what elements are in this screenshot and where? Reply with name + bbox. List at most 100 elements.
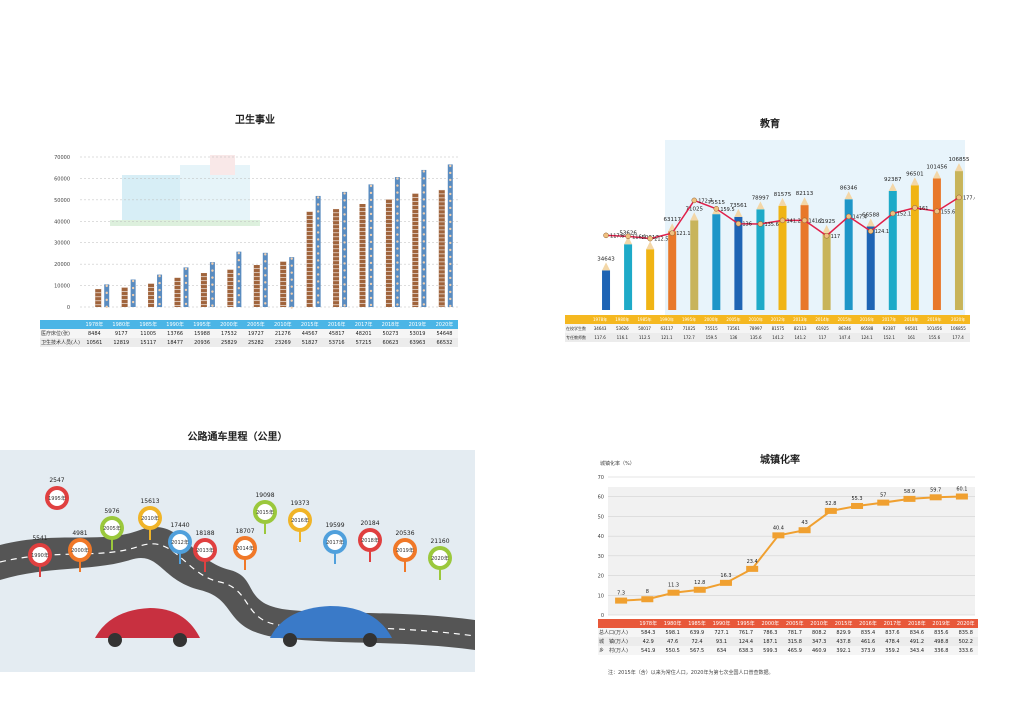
table-header-row: 1978年 1980年 1985年 1990年 1995年 2000年 2005年 2010年… xyxy=(598,619,978,628)
staff-figure-head xyxy=(343,192,346,195)
staff-figure-head xyxy=(343,206,346,209)
staff-figure-head xyxy=(237,279,241,283)
hospital-illustration xyxy=(110,155,260,226)
staff-figure-head xyxy=(396,268,399,271)
urban-chart: 城镇化率（%） 0 10 20 30 40 50 60 70 7.3 8 11.3 12.8 16.3 23… xyxy=(598,460,975,619)
staff-figure-head xyxy=(422,198,426,201)
staff-figure-head xyxy=(343,213,346,216)
teacher-marker xyxy=(603,232,609,239)
pin-year: 2010年 xyxy=(141,515,159,522)
staff-figure-head xyxy=(316,280,320,283)
teacher-marker xyxy=(867,228,874,234)
staff-figure-head xyxy=(316,266,320,269)
y-tick-label: 20000 xyxy=(54,262,70,268)
staff-figure-head xyxy=(369,205,373,209)
table-header-cell: 2013年 xyxy=(789,315,812,324)
staff-figure-head xyxy=(158,274,161,278)
staff-figure-head xyxy=(449,276,452,280)
table-cell: 727.1 xyxy=(714,629,729,636)
staff-figure-head xyxy=(449,164,452,168)
education-chart: 3464353626500176311771025755157356178997… xyxy=(597,140,975,315)
building-marker xyxy=(929,494,942,501)
staff-figure-head xyxy=(316,203,320,206)
pencil-tip xyxy=(778,197,787,206)
table-cell: 502.2 xyxy=(958,638,973,645)
pin-value: 18707 xyxy=(235,528,254,535)
staff-bar xyxy=(262,252,268,307)
staff-figure-head xyxy=(158,302,161,306)
table-cell: 359.2 xyxy=(885,647,900,654)
table-cell: 15117 xyxy=(140,339,157,346)
table-corner xyxy=(40,320,81,329)
table-header-cell: 2010年 xyxy=(806,619,832,628)
y-tick-label: 0 xyxy=(67,305,70,311)
staff-figure-head xyxy=(316,287,320,290)
table-cell: 13766 xyxy=(167,330,184,337)
pin-year: 2019年 xyxy=(396,547,414,554)
table-row-label: 在校学生数 xyxy=(566,325,586,331)
bed-bar xyxy=(385,199,392,307)
staff-figure-head xyxy=(105,305,108,309)
pin-year: 2000年 xyxy=(71,547,89,554)
staff-figure-head xyxy=(211,262,214,265)
staff-bar xyxy=(421,169,427,307)
building-marker xyxy=(615,597,628,604)
table-header-cell: 2020年 xyxy=(953,619,978,628)
health-chart: 0 10000 20000 30000 40000 50000 60000 70000 xyxy=(54,155,460,311)
table-cell: 141.2 xyxy=(772,335,784,340)
teacher-marker xyxy=(934,208,940,215)
teacher-marker xyxy=(890,210,896,217)
table-row-label: 专任教师数 xyxy=(566,334,586,340)
teacher-label: 117.6 xyxy=(610,233,624,239)
staff-figure-head xyxy=(422,275,426,278)
y-tick-label: 20 xyxy=(598,574,604,580)
car-wheel xyxy=(283,633,297,647)
building-marker xyxy=(851,502,864,509)
pencil-bar xyxy=(888,190,897,310)
pin-year: 2015年 xyxy=(256,509,274,516)
staff-figure-head xyxy=(422,205,426,208)
teacher-marker xyxy=(912,205,918,211)
staff-figure-head xyxy=(343,262,346,265)
data-label: 71025 xyxy=(686,206,704,212)
table-header-cell: 2015年 xyxy=(833,315,856,324)
table-cell: 112.5 xyxy=(638,335,651,340)
staff-figure-head xyxy=(237,286,241,290)
table-header-cell: 1980年 xyxy=(611,315,634,324)
pin-value: 20184 xyxy=(360,520,379,527)
data-label: 86346 xyxy=(840,185,858,191)
y-tick-label: 40000 xyxy=(54,219,70,225)
pin-inner xyxy=(327,534,343,550)
staff-figure-head xyxy=(316,294,320,297)
building-marker xyxy=(693,586,706,593)
bed-bar xyxy=(412,193,419,307)
table-header-cell: 1980年 xyxy=(660,619,685,628)
bed-bar xyxy=(333,208,340,307)
table-cell: 50017 xyxy=(638,326,651,331)
staff-figure-head xyxy=(449,304,452,308)
staff-figure-head xyxy=(396,247,399,250)
data-label: 66588 xyxy=(862,212,880,218)
building-marker xyxy=(667,589,680,596)
table-cell: 25282 xyxy=(247,339,264,346)
table-cell: 761.7 xyxy=(738,629,754,636)
staff-figure-head xyxy=(316,273,320,276)
red-car xyxy=(95,608,200,638)
table-cell: 63963 xyxy=(409,339,426,346)
pencil-bar xyxy=(800,205,809,310)
table-cell: 17532 xyxy=(221,330,237,337)
staff-figure-head xyxy=(237,300,241,304)
staff-figure-head xyxy=(290,278,293,281)
table-cell: 53626 xyxy=(615,326,629,331)
staff-figure-head xyxy=(290,306,293,309)
table-cell: 437.8 xyxy=(836,638,851,645)
table-cell: 161 xyxy=(907,335,916,340)
table-header-cell: 2018年 xyxy=(900,315,923,324)
staff-figure-head xyxy=(184,281,188,285)
data-label: 60.1 xyxy=(956,487,967,493)
table-header-cell: 2020年 xyxy=(430,320,458,329)
pin-year: 1995年 xyxy=(48,495,66,502)
table-cell: 498.8 xyxy=(934,638,949,645)
table-cell: 333.6 xyxy=(958,647,973,654)
blue-car xyxy=(270,606,392,638)
